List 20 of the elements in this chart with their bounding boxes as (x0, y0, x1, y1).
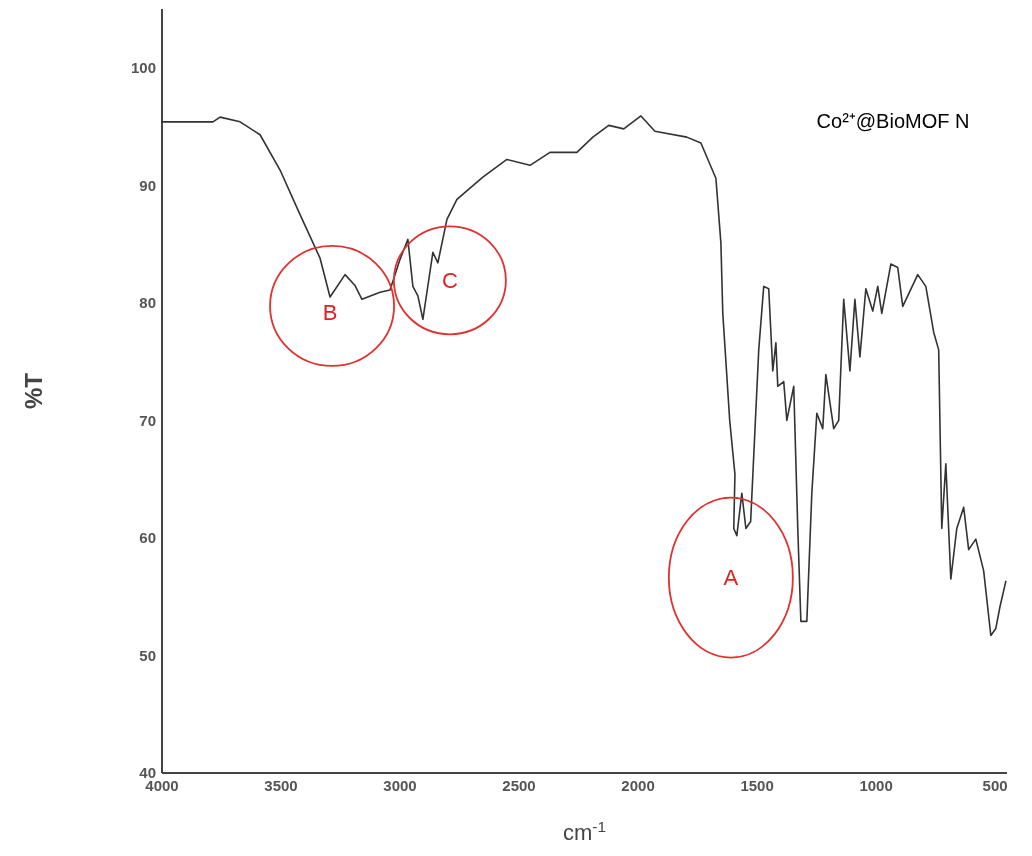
annotation: A (723, 565, 739, 591)
annotation: C (441, 268, 458, 293)
x-tick-label: 500 (982, 777, 1008, 794)
y-axis-title: %T (20, 372, 47, 409)
x-axis-title: cm$^{-1}$ (562, 817, 607, 845)
x-tick-label: 1000 (859, 777, 893, 794)
x-tick-label: 3000 (383, 777, 417, 794)
annotation: B (322, 299, 338, 325)
y-tick-label: 100 (130, 59, 156, 77)
x-tick-label: 2500 (502, 777, 536, 794)
y-tick-label: 70 (139, 411, 156, 429)
y-tick-label: 50 (139, 646, 156, 664)
x-tick-label: 1500 (740, 777, 774, 794)
y-tick-label: 60 (139, 529, 156, 547)
line-series (161, 115, 1007, 637)
text: Co²⁺@BioMOF N (816, 110, 970, 132)
y-tick-label: 80 (139, 294, 156, 312)
x-tick-label: 3500 (264, 777, 298, 794)
y-tick-label: 90 (139, 176, 156, 194)
x-tick-label: 2000 (621, 777, 655, 794)
